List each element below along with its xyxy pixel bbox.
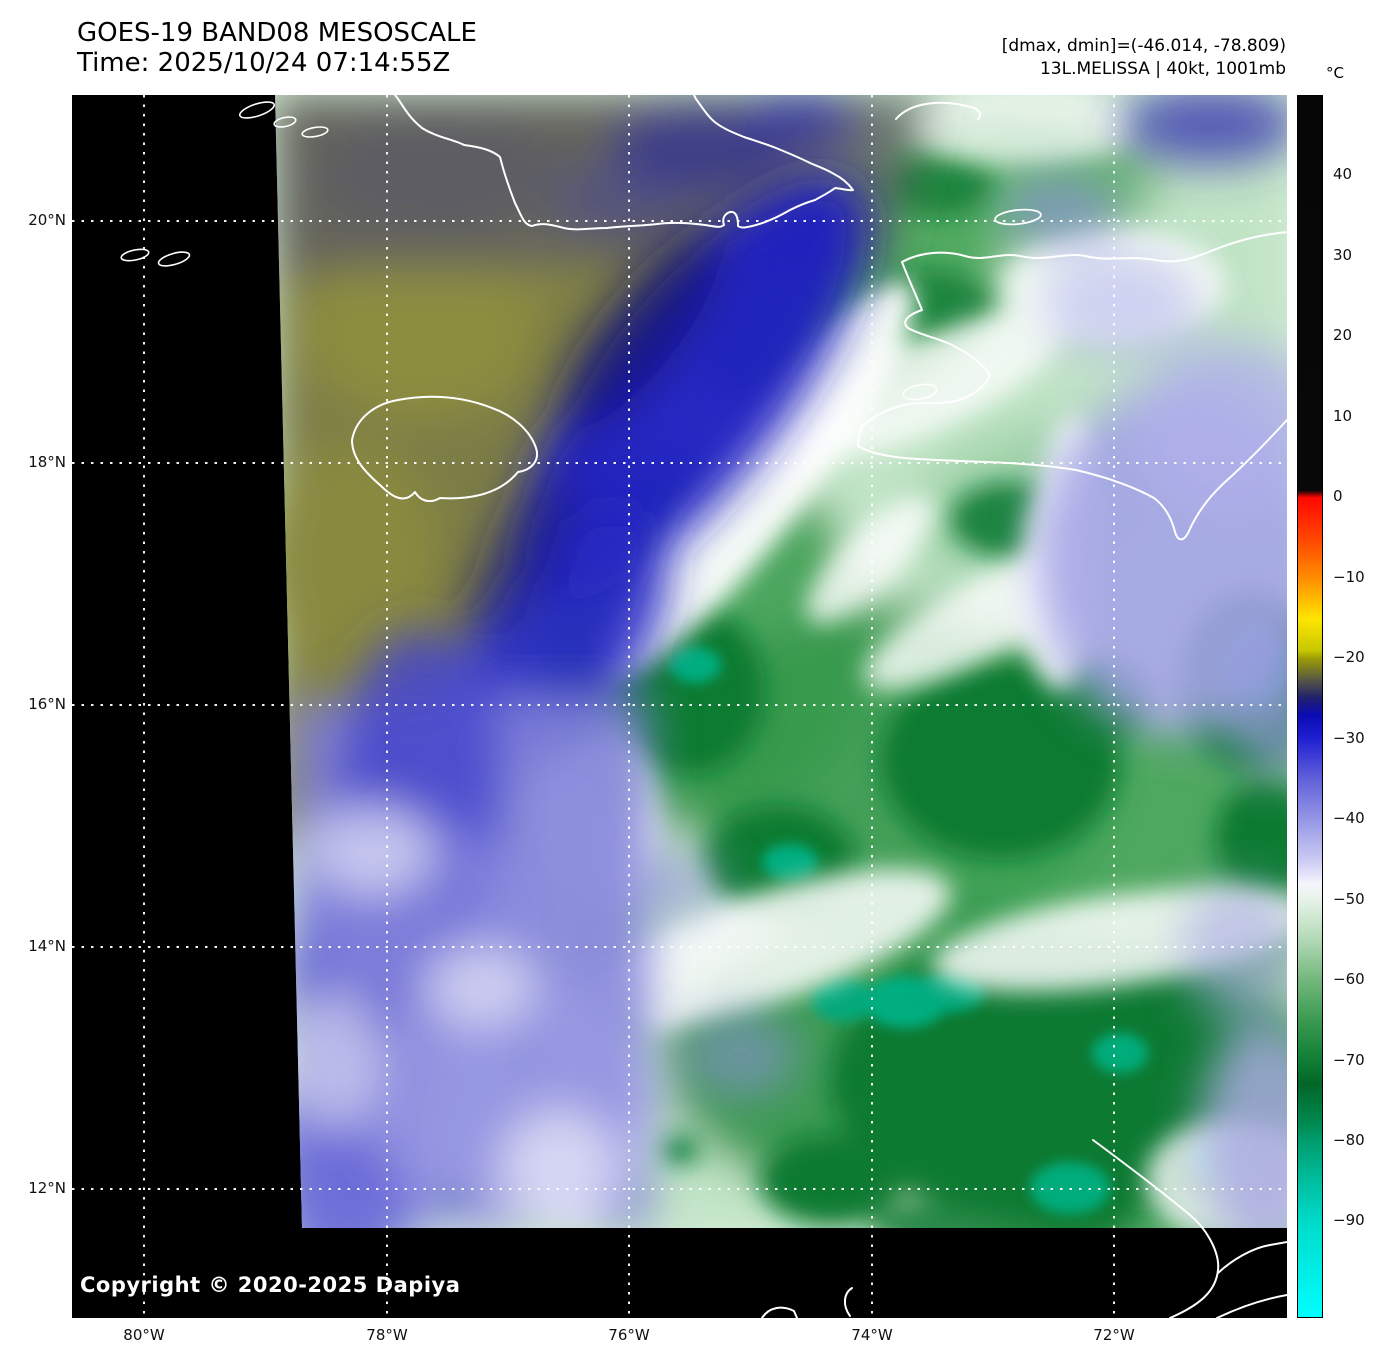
coastline-cayman: [157, 251, 191, 267]
colorbar-tick-label: −20: [1333, 648, 1365, 667]
lat-tick-label: 12°N: [28, 1179, 66, 1197]
copyright-watermark: Copyright © 2020-2025 Dapiya: [80, 1273, 461, 1297]
colorbar-tick-label: 0: [1333, 487, 1343, 506]
blue-moisture-band: [275, 176, 867, 1228]
colorbar-tick-label: −70: [1333, 1050, 1365, 1069]
satellite-cloud-layer: [275, 95, 1287, 1228]
satellite-map-plot: Copyright © 2020-2025 Dapiya: [72, 95, 1287, 1318]
colorbar-tick-label: 10: [1333, 406, 1353, 425]
coastline-gonave: [902, 383, 938, 401]
colorbar-tick-label: −40: [1333, 809, 1365, 828]
colorbar-tick-label: −90: [1333, 1211, 1365, 1230]
coastline-south-america: [1216, 1294, 1287, 1318]
colorbar-tick-label: 40: [1333, 165, 1353, 184]
lat-tick-label: 16°N: [28, 695, 66, 713]
coastline-cay: [301, 126, 329, 138]
colorbar-tick-label: −30: [1333, 728, 1365, 747]
temperature-colorbar: [1297, 95, 1323, 1318]
coastline-cay: [238, 101, 276, 119]
timestamp-line: Time: 2025/10/24 07:14:55Z: [77, 48, 451, 78]
lon-tick-label: 78°W: [366, 1326, 408, 1344]
coastline-hispaniola-south: [857, 261, 1287, 541]
lavender-cloud-masses: [635, 95, 1287, 1228]
coastline-south-america: [761, 1306, 798, 1318]
coastline-hispaniola-north: [901, 231, 1287, 263]
lat-tick-label: 14°N: [28, 937, 66, 955]
lat-tick-label: 20°N: [28, 211, 66, 229]
colorbar-unit-label: °C: [1326, 64, 1344, 82]
coastline-inagua: [895, 101, 982, 120]
lon-tick-label: 76°W: [608, 1326, 650, 1344]
satellite-map-figure: [72, 95, 1287, 1318]
lon-tick-label: 72°W: [1093, 1326, 1135, 1344]
coastlines: [120, 95, 1287, 1318]
coastline-south-america: [1092, 1139, 1220, 1318]
lon-tick-label: 74°W: [851, 1326, 893, 1344]
coastline-south-america: [1217, 1241, 1287, 1274]
colorbar-tick-label: −10: [1333, 567, 1365, 586]
coastline-cuba: [394, 95, 854, 231]
coastline-cay: [273, 116, 297, 128]
storm-info-readout: 13L.MELISSA | 40kt, 1001mb: [1039, 59, 1286, 79]
coastline-south-america: [844, 1287, 853, 1317]
coastline-tortuga: [994, 208, 1042, 226]
colorbar-tick-label: −80: [1333, 1130, 1365, 1149]
colorbar-tick-label: 30: [1333, 245, 1353, 264]
colorbar-tick-label: 20: [1333, 326, 1353, 345]
lon-tick-label: 80°W: [123, 1326, 165, 1344]
dmax-dmin-readout: [dmax, dmin]=(-46.014, -78.809): [1001, 36, 1286, 56]
coastline-jamaica: [351, 395, 538, 503]
colorbar-tick-label: −60: [1333, 970, 1365, 989]
lat-tick-label: 18°N: [28, 453, 66, 471]
coastline-cayman: [120, 248, 150, 262]
colorbar-tick-label: −50: [1333, 889, 1365, 908]
page-title: GOES-19 BAND08 MESOSCALE: [77, 18, 477, 48]
